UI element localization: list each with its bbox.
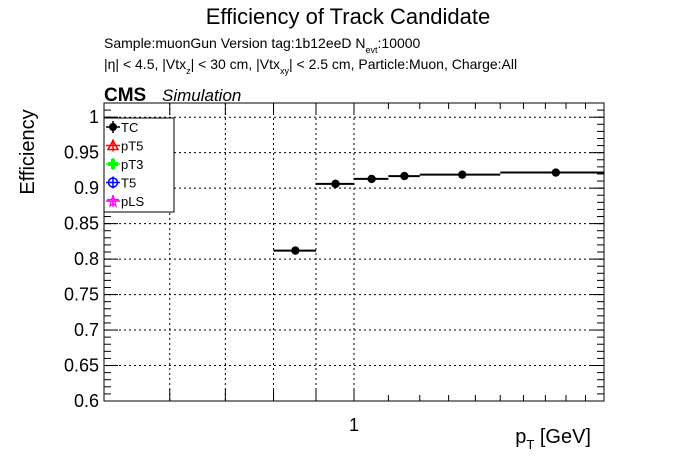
axis-ticks xyxy=(103,102,605,402)
selection-part-1: |η| < 4.5, |Vtx xyxy=(104,56,186,72)
legend-label: pLS xyxy=(121,194,144,209)
data-point xyxy=(367,174,376,184)
data-point xyxy=(400,171,409,181)
data-point xyxy=(331,179,340,189)
y-tick-label: 0.8 xyxy=(74,249,99,269)
x-axis-title-unit: [GeV] xyxy=(534,426,591,448)
legend-marker xyxy=(106,194,120,208)
data-point xyxy=(551,168,561,177)
data-point xyxy=(458,170,467,179)
y-axis-title: Efficiency xyxy=(17,109,39,194)
data-series-tc xyxy=(273,168,604,255)
legend-marker xyxy=(106,138,120,151)
cms-label: CMS xyxy=(104,85,146,106)
sample-info-end: :10000 xyxy=(378,35,421,51)
x-tick-labels: 1 xyxy=(349,415,359,435)
y-tick-label: 0.6 xyxy=(74,391,99,411)
selection-part-5: | < 2.5 cm, Particle:Muon, Charge:All xyxy=(289,56,517,72)
x-axis-title-sub: T xyxy=(526,437,534,452)
legend-label: T5 xyxy=(121,176,136,191)
legend-label: pT3 xyxy=(121,157,143,172)
y-tick-label: 1 xyxy=(89,107,99,127)
plot-frame xyxy=(103,102,605,402)
legend-entries: TC pT5 pT3 T5 pLS xyxy=(106,120,144,209)
x-axis-title-p: p xyxy=(515,426,526,448)
simulation-label: Simulation xyxy=(162,86,241,105)
legend-label: TC xyxy=(121,120,138,135)
y-tick-label: 0.7 xyxy=(74,320,99,340)
data-point xyxy=(291,246,300,255)
x-tick-label: 1 xyxy=(349,415,359,435)
chart-title: Efficiency of Track Candidate xyxy=(206,4,491,29)
selection-part-3: | < 30 cm, |Vtx xyxy=(191,56,280,72)
y-tick-label: 0.75 xyxy=(64,285,99,305)
y-tick-labels: 0.6 0.65 0.7 0.75 0.8 0.85 0.9 0.95 1 xyxy=(64,107,99,411)
legend: TC pT5 pT3 T5 pLS xyxy=(103,117,175,213)
selection-info-line: |η| < 4.5, |Vtxz| < 30 cm, |Vtxxy| < 2.5… xyxy=(104,56,517,76)
grid-lines xyxy=(104,103,604,401)
selection-part-4: xy xyxy=(280,66,290,76)
y-tick-label: 0.85 xyxy=(64,214,99,234)
legend-marker xyxy=(111,159,115,169)
y-tick-label: 0.9 xyxy=(74,178,99,198)
selection-part-2: z xyxy=(186,66,191,76)
legend-marker xyxy=(107,177,119,188)
y-tick-label: 0.65 xyxy=(64,356,99,376)
sample-info-text: Sample:muonGun Version tag:1b12eeD N xyxy=(104,35,366,51)
legend-label: pT5 xyxy=(121,139,143,154)
sample-info-line: Sample:muonGun Version tag:1b12eeD Nevt:… xyxy=(104,35,421,55)
y-tick-label: 0.95 xyxy=(64,143,99,163)
x-axis-title: pT [GeV] xyxy=(515,426,591,452)
sample-info-sub: evt xyxy=(366,45,379,55)
legend-marker xyxy=(109,123,117,131)
